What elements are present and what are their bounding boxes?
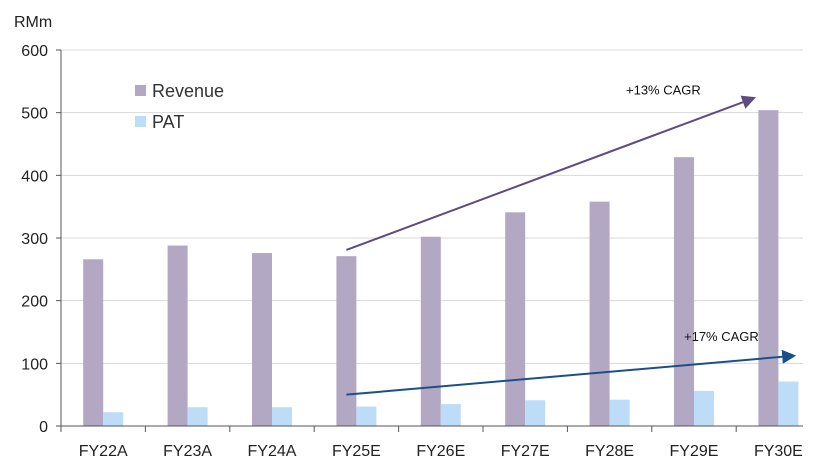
x-tick-label-fy29e: FY29E [670, 443, 719, 460]
revenue-bar-fy23a [167, 245, 188, 426]
pat-bar-fy26e [440, 404, 461, 426]
x-tick-label-fy30e: FY30E [754, 443, 803, 460]
pat-bar-fy30e [778, 381, 799, 426]
pat-bar-fy28e [609, 399, 630, 426]
x-tick-label-fy27e: FY27E [501, 443, 550, 460]
x-tick-label-fy22a: FY22A [79, 443, 128, 460]
y-tick-label: 0 [39, 419, 48, 436]
revenue-bar-fy25e [336, 256, 357, 426]
x-tick-label-fy24a: FY24A [248, 443, 297, 460]
pat-legend-label: PAT [152, 112, 184, 132]
y-tick-label: 300 [21, 231, 48, 248]
pat-bar-fy29e [694, 390, 714, 426]
y-tick-label: 100 [21, 356, 48, 373]
y-tick-label: 600 [21, 43, 48, 60]
pat-bar-fy27e [525, 400, 546, 426]
y-tick-label: 500 [21, 106, 48, 123]
x-axis [60, 425, 803, 432]
revenue-bar-fy22a [83, 259, 104, 426]
pat-bar-fy25e [356, 406, 377, 426]
pat-bar-fy22a [103, 412, 124, 426]
pat-legend-swatch [135, 116, 146, 127]
y-tick-label: 400 [21, 168, 48, 185]
x-tick-label-fy25e: FY25E [332, 443, 381, 460]
revenue-bar-fy26e [420, 236, 441, 426]
revenue-bar-fy27e [505, 212, 526, 426]
revenue-bar-fy24a [252, 253, 272, 426]
pat-bar-fy24a [272, 407, 292, 426]
x-tick-label-fy26e: FY26E [416, 443, 465, 460]
revenue-bar-fy30e [758, 110, 779, 426]
cagr-arrow-pat [346, 349, 797, 396]
y-axis-unit-label: RMm [14, 14, 52, 31]
revenue-legend-swatch [135, 85, 146, 96]
pat-bar-fy23a [187, 407, 208, 426]
cagr-label-revenue: +13% CAGR [626, 82, 701, 97]
y-axis-ticks: 0 100 200 300 400 500 600 [21, 43, 62, 436]
cagr-arrow-revenue [346, 95, 757, 251]
x-axis-tick-labels: FY22A FY23A FY24A FY25E FY26E FY27E FY28E FY29E… [79, 443, 803, 460]
revenue-legend-label: Revenue [152, 81, 224, 101]
cagr-label-pat: +17% CAGR [684, 329, 759, 344]
x-tick-label-fy23a: FY23A [163, 443, 212, 460]
revenue-bar-fy29e [674, 157, 694, 426]
x-tick-label-fy28e: FY28E [585, 443, 634, 460]
bars [83, 110, 799, 426]
revenue-bar-fy28e [589, 201, 610, 426]
legend: Revenue PAT [135, 81, 224, 132]
cagr-annotations: +13% CAGR +17% CAGR [346, 82, 797, 396]
y-tick-label: 200 [21, 294, 48, 311]
